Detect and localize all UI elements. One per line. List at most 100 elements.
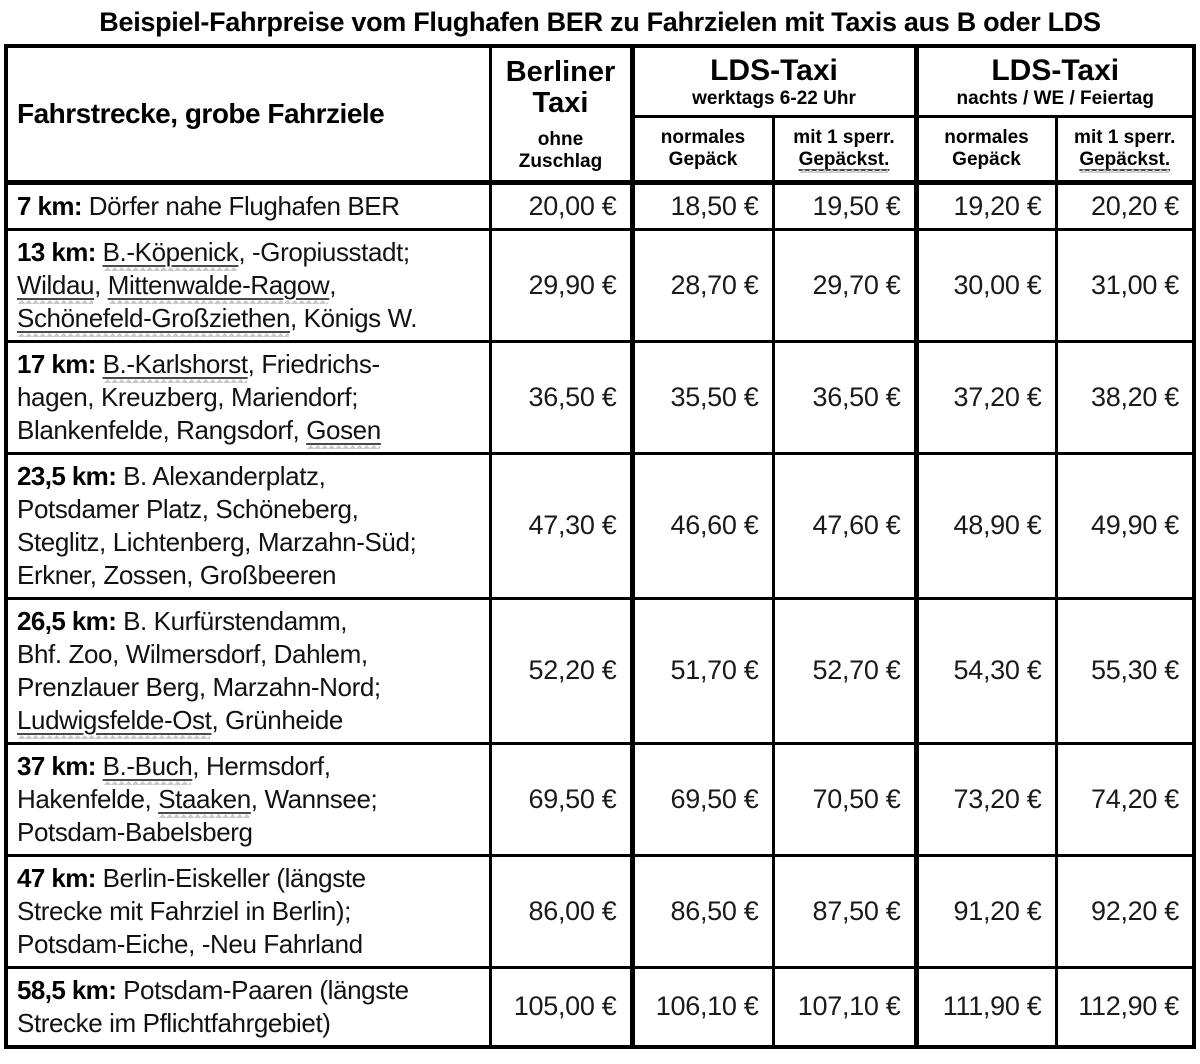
table-row: 7 km: Dörfer nahe Flughafen BER 20,00 € … — [4, 180, 1196, 231]
price-lds-night-normal: 48,90 € — [914, 451, 1057, 600]
route-text: Strecke mit Fahrziel in Berlin); — [17, 895, 351, 926]
subheader-day-normal: normales Gepäck — [630, 114, 774, 185]
price-lds-night-normal: 54,30 € — [914, 596, 1057, 745]
table-row: 13 km: B.-Köpenick, -Gropiusstadt; Wildau… — [4, 227, 1196, 343]
price-lds-day-normal: 28,70 € — [630, 227, 774, 343]
price-lds-night-bulky: 20,20 € — [1054, 180, 1196, 231]
price-berliner: 86,00 € — [488, 853, 635, 969]
route-text: , — [329, 269, 337, 300]
price-lds-night-normal: 30,00 € — [914, 227, 1057, 343]
price-lds-day-normal: 106,10 € — [630, 965, 774, 1048]
route-text: Strecke im Pflichtfahrgebiet) — [17, 1007, 331, 1038]
lds-day-subtitle: werktags 6-22 Uhr — [692, 87, 856, 109]
route-cell: 26,5 km: B. Kurfürstendamm, Bhf. Zoo, Wil… — [4, 596, 492, 745]
place-name: Mittenwalde-Ragow — [107, 269, 330, 304]
fare-table: Fahrstrecke, grobe Fahrziele Berliner Tax… — [4, 44, 1196, 1049]
price-berliner: 20,00 € — [488, 180, 635, 231]
lds-day-title: LDS-Taxi — [710, 53, 838, 87]
berliner-taxi-subtitle: ohne Zuschlag — [518, 129, 603, 172]
route-text: Prenzlauer Berg, Marzahn-Nord; — [17, 671, 381, 702]
distance-label: 26,5 km: — [17, 605, 117, 636]
price-lds-night-bulky: 38,20 € — [1054, 339, 1196, 455]
route-cell: 7 km: Dörfer nahe Flughafen BER — [4, 180, 492, 231]
table-row: 23,5 km: B. Alexanderplatz, Potsdamer Pla… — [4, 451, 1196, 600]
distance-label: 47 km: — [17, 862, 96, 893]
price-lds-day-normal: 86,50 € — [630, 853, 774, 969]
route-text: Potsdam-Paaren (längste — [123, 974, 409, 1005]
berliner-taxi-title: Berliner Taxi — [505, 56, 616, 119]
subheader-night-normal: normales Gepäck — [914, 114, 1057, 185]
place-name: Staaken — [158, 783, 251, 818]
price-lds-day-bulky: 19,50 € — [771, 180, 919, 231]
lds-night-subtitle: nachts / WE / Feiertag — [956, 87, 1154, 109]
price-lds-night-normal: 19,20 € — [914, 180, 1057, 231]
price-lds-night-bulky: 55,30 € — [1054, 596, 1196, 745]
price-lds-night-bulky: 92,20 € — [1054, 853, 1196, 969]
place-name: B.-Köpenick — [102, 236, 239, 271]
table-row: 26,5 km: B. Kurfürstendamm, Bhf. Zoo, Wil… — [4, 596, 1196, 745]
price-lds-day-bulky: 47,60 € — [771, 451, 919, 600]
price-lds-night-bulky: 31,00 € — [1054, 227, 1196, 343]
route-text: , Friedrichs- — [247, 348, 380, 379]
route-text: Potsdamer Platz, Schöneberg, — [17, 493, 359, 524]
distance-label: 7 km: — [17, 190, 83, 221]
place-name: Ludwigsfelde-Ost — [17, 704, 212, 739]
price-lds-day-bulky: 87,50 € — [771, 853, 919, 969]
price-lds-day-bulky: 107,10 € — [771, 965, 919, 1048]
price-berliner: 52,20 € — [488, 596, 635, 745]
page-title: Beispiel-Fahrpreise vom Flughafen BER zu… — [99, 7, 1101, 37]
place-name: Schönefeld-Großziethen — [17, 302, 291, 337]
route-cell: 13 km: B.-Köpenick, -Gropiusstadt; Wildau… — [4, 227, 492, 343]
header-subcol-row: normales Gepäck mit 1 sperr. Gepäckst. nor… — [6, 114, 1196, 185]
route-text: , Grünheide — [211, 704, 343, 735]
distance-label: 23,5 km: — [17, 460, 117, 491]
price-lds-night-normal: 73,20 € — [914, 741, 1057, 857]
header-group-row: Fahrstrecke, grobe Fahrziele Berliner Tax… — [4, 44, 1196, 185]
table-row: 47 km: Berlin-Eiskeller (längste Strecke … — [4, 853, 1196, 969]
route-text: , Hermsdorf, — [192, 750, 331, 781]
price-lds-day-normal: 69,50 € — [630, 741, 774, 857]
distance-label: 13 km: — [17, 236, 96, 267]
route-text: Berlin-Eiskeller (längste — [102, 862, 367, 893]
route-text: Steglitz, Lichtenberg, Marzahn-Süd; — [17, 526, 417, 557]
place-name: Wildau — [17, 269, 95, 304]
route-text: Dörfer nahe Flughafen BER — [88, 190, 400, 221]
column-header-routes: Fahrstrecke, grobe Fahrziele — [4, 44, 492, 185]
column-header-lds-night: LDS-Taxi nachts / WE / Feiertag — [914, 44, 1196, 118]
column-header-berliner-taxi: Berliner Taxi ohne Zuschlag — [488, 44, 635, 185]
route-text: Blankenfelde, Rangsdorf, — [17, 414, 307, 445]
table-row: 17 km: B.-Karlshorst, Friedrichs-hagen, … — [4, 339, 1196, 455]
price-berliner: 36,50 € — [488, 339, 635, 455]
route-cell: 37 km: B.-Buch, Hermsdorf, Hakenfelde, St… — [4, 741, 492, 857]
route-cell: 58,5 km: Potsdam-Paaren (längste Strecke … — [4, 965, 492, 1048]
route-text: Bhf. Zoo, Wilmersdorf, Dahlem, — [17, 638, 368, 669]
price-lds-night-normal: 111,90 € — [914, 965, 1057, 1048]
route-text: B. Alexanderplatz, — [123, 460, 326, 491]
place-name: B.-Karlshorst — [102, 348, 248, 383]
place-name: Gosen — [306, 414, 381, 449]
price-lds-night-normal: 37,20 € — [914, 339, 1057, 455]
route-text: , Königs W. — [290, 302, 418, 333]
price-berliner: 29,90 € — [488, 227, 635, 343]
price-lds-night-normal: 91,20 € — [914, 853, 1057, 969]
table-row: 58,5 km: Potsdam-Paaren (längste Strecke … — [4, 965, 1196, 1048]
route-text: Potsdam-Eiche, -Neu Fahrland — [17, 928, 363, 959]
price-berliner: 105,00 € — [488, 965, 635, 1048]
price-lds-day-normal: 35,50 € — [630, 339, 774, 455]
place-name: B.-Buch — [102, 750, 193, 785]
route-text: Potsdam-Babelsberg — [17, 816, 253, 847]
price-berliner: 69,50 € — [488, 741, 635, 857]
route-text: B. Kurfürstendamm, — [123, 605, 348, 636]
distance-label: 37 km: — [17, 750, 96, 781]
lds-night-title: LDS-Taxi — [991, 53, 1120, 87]
distance-label: 58,5 km: — [17, 974, 117, 1005]
table-row: 37 km: B.-Buch, Hermsdorf, Hakenfelde, St… — [4, 741, 1196, 857]
distance-label: 17 km: — [17, 348, 96, 379]
price-lds-day-bulky: 29,70 € — [771, 227, 919, 343]
route-text: Erkner, Zossen, Großbeeren — [17, 559, 337, 590]
price-lds-day-bulky: 70,50 € — [771, 741, 919, 857]
route-cell: 23,5 km: B. Alexanderplatz, Potsdamer Pla… — [4, 451, 492, 600]
price-lds-day-bulky: 52,70 € — [771, 596, 919, 745]
route-cell: 17 km: B.-Karlshorst, Friedrichs-hagen, … — [4, 339, 492, 455]
